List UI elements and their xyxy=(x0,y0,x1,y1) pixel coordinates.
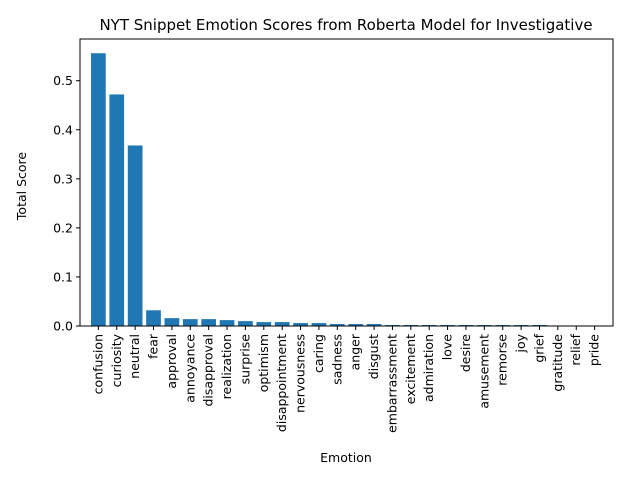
x-axis-label: Emotion xyxy=(320,450,372,465)
x-tick-label: neutral xyxy=(127,334,142,379)
bar-realization xyxy=(219,320,235,326)
x-tick-label: anger xyxy=(348,333,363,370)
x-tick-label: relief xyxy=(568,333,583,365)
x-tick-label: curiosity xyxy=(109,333,124,387)
x-tick-label: approval xyxy=(164,334,179,389)
bar-confusion xyxy=(91,53,106,326)
x-tick-label: pride xyxy=(587,334,602,366)
bar-optimism xyxy=(256,322,272,326)
y-tick-label: 0.1 xyxy=(53,269,73,284)
y-tick-label: 0.4 xyxy=(53,122,73,137)
x-tick-label: love xyxy=(440,334,455,361)
x-tick-label: joy xyxy=(513,333,528,353)
x-tick-label: caring xyxy=(311,334,326,373)
x-axis: confusion curiosity neutral fear approval ann… xyxy=(90,326,602,433)
x-tick-label: grief xyxy=(531,333,546,362)
x-tick-label: remorse xyxy=(495,334,510,386)
bar-annoyance xyxy=(182,319,198,326)
chart-title: NYT Snippet Emotion Scores from Roberta … xyxy=(99,16,592,34)
bar-nervousness xyxy=(293,323,308,326)
bar-fear xyxy=(146,310,161,326)
x-tick-label: optimism xyxy=(256,334,271,392)
x-tick-label: disappointment xyxy=(274,334,289,432)
plot-frame xyxy=(79,38,614,327)
x-tick-label: disapproval xyxy=(201,334,216,407)
x-tick-label: fear xyxy=(146,333,161,359)
y-tick-label: 0.0 xyxy=(53,319,73,334)
x-tick-label: embarrassment xyxy=(384,334,399,433)
x-tick-label: disgust xyxy=(366,334,381,379)
bar-surprise xyxy=(238,321,253,326)
y-axis: 0.0 0.1 0.2 0.3 0.4 0.5 xyxy=(53,73,80,334)
x-tick-label: sadness xyxy=(329,334,344,385)
x-tick-label: confusion xyxy=(90,334,105,394)
bar-neutral xyxy=(127,145,143,326)
y-axis-label: Total Score xyxy=(14,152,29,221)
x-tick-label: desire xyxy=(458,334,473,372)
bar-disgust xyxy=(366,324,382,326)
bar-disapproval xyxy=(201,319,217,326)
bar-disappointment xyxy=(274,322,290,326)
y-tick-label: 0.2 xyxy=(53,220,73,235)
x-tick-label: excitement xyxy=(403,334,418,404)
bar-approval xyxy=(164,318,180,326)
y-tick-label: 0.3 xyxy=(53,171,73,186)
bar-caring xyxy=(311,323,327,326)
x-tick-label: surprise xyxy=(237,334,252,385)
x-tick-label: nervousness xyxy=(293,334,308,413)
bars-group xyxy=(91,53,602,326)
x-tick-label: realization xyxy=(219,334,234,399)
x-tick-label: annoyance xyxy=(182,334,197,403)
y-tick-label: 0.5 xyxy=(53,73,73,88)
bar-sadness xyxy=(329,324,345,326)
x-tick-label: amusement xyxy=(476,334,491,409)
x-tick-label: gratitude xyxy=(550,334,565,392)
x-tick-label: admiration xyxy=(421,334,436,402)
bar-curiosity xyxy=(109,94,125,326)
bar-anger xyxy=(348,324,364,326)
